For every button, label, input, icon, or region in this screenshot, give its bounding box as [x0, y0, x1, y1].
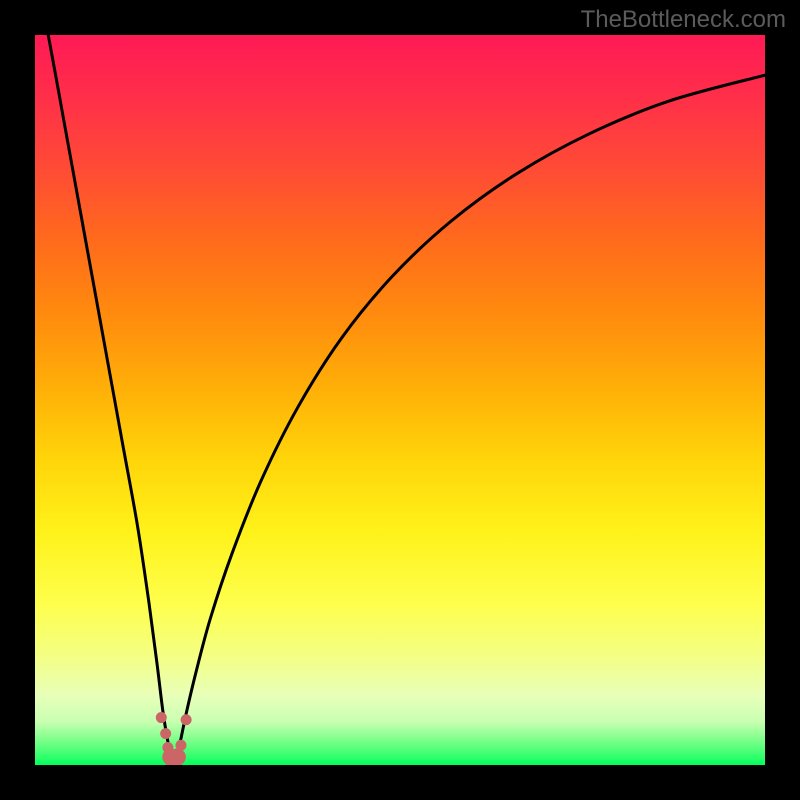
- chart-svg: [35, 35, 765, 765]
- curve-marker: [176, 740, 187, 751]
- curve-marker: [169, 748, 186, 765]
- curve-marker: [156, 712, 167, 723]
- curve-marker: [160, 728, 171, 739]
- chart-background: [35, 35, 765, 765]
- watermark-text: TheBottleneck.com: [581, 6, 786, 34]
- bottleneck-chart: [35, 35, 765, 765]
- curve-marker: [181, 714, 192, 725]
